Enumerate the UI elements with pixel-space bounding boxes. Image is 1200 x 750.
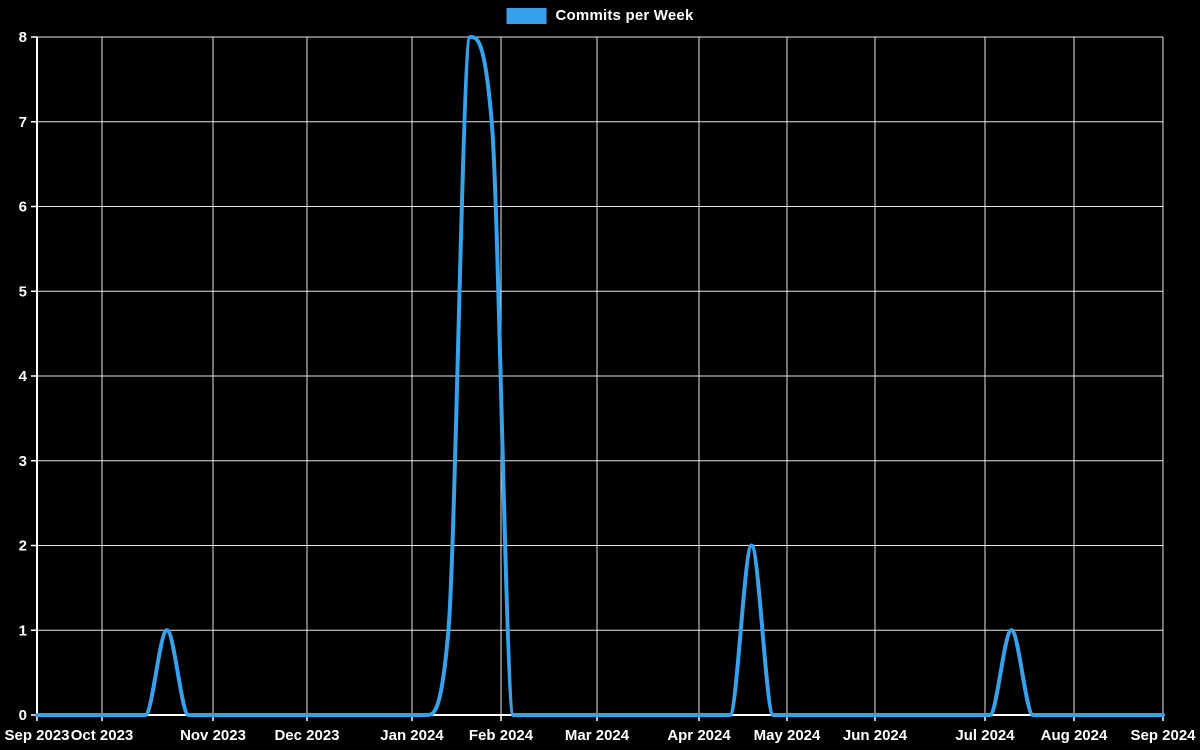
x-tick-label: Feb 2024 — [469, 727, 534, 744]
y-tick-label: 1 — [19, 622, 27, 639]
x-tick-label: May 2024 — [754, 727, 821, 744]
x-tick-label: Aug 2024 — [1041, 727, 1108, 744]
legend-swatch — [506, 7, 547, 24]
legend-label: Commits per Week — [555, 7, 694, 24]
y-tick-label: 7 — [19, 114, 27, 131]
legend-item[interactable]: Commits per Week — [506, 7, 694, 24]
y-tick-label: 3 — [19, 453, 27, 470]
commits-line — [35, 35, 1165, 717]
x-tick-label: Dec 2023 — [274, 727, 339, 744]
x-tick-label: Oct 2023 — [71, 727, 134, 744]
y-tick-label: 0 — [19, 707, 27, 724]
x-tick-label: Sep 2023 — [4, 727, 69, 744]
x-tick-label: Jul 2024 — [955, 727, 1015, 744]
y-tick-label: 6 — [19, 199, 27, 216]
y-tick-label: 2 — [19, 538, 27, 555]
x-tick-label: Nov 2023 — [180, 727, 246, 744]
x-tick-label: Mar 2024 — [565, 727, 630, 744]
x-tick-label: Apr 2024 — [667, 727, 731, 744]
y-tick-label: 8 — [19, 29, 27, 46]
x-tick-label: Jan 2024 — [380, 727, 444, 744]
x-tick-label: Sep 2024 — [1130, 727, 1196, 744]
x-tick-label: Jun 2024 — [843, 727, 908, 744]
y-tick-label: 5 — [19, 283, 27, 300]
y-tick-label: 4 — [19, 368, 28, 385]
